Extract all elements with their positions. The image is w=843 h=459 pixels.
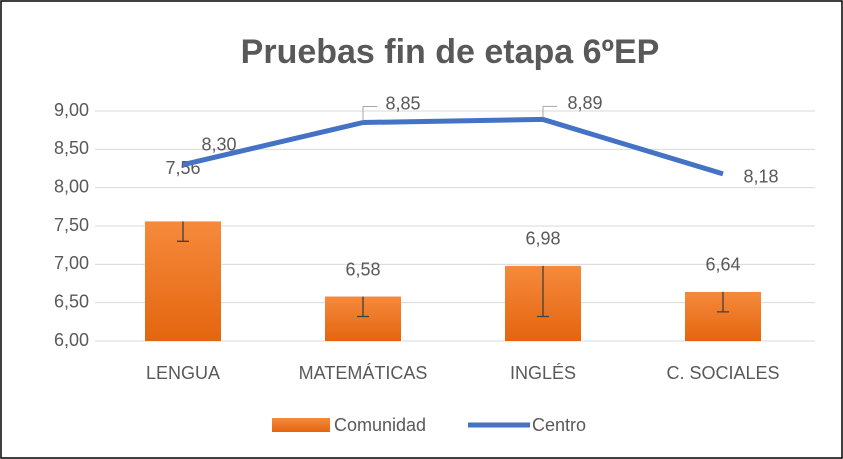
- data-label: 8,30: [201, 134, 236, 154]
- y-tick-label: 6,00: [54, 330, 89, 350]
- y-tick-label: 8,00: [54, 176, 89, 196]
- x-tick-label: C. SOCIALES: [666, 363, 779, 383]
- y-tick-label: 7,00: [54, 253, 89, 273]
- y-tick-label: 8,50: [54, 138, 89, 158]
- error-bar: [717, 291, 729, 313]
- legend-label: Centro: [532, 415, 586, 435]
- x-tick-label: LENGUA: [146, 363, 220, 383]
- data-label: 8,89: [567, 93, 602, 113]
- leader-line: [362, 106, 377, 121]
- y-tick-label: 7,50: [54, 215, 89, 235]
- line: [182, 116, 724, 177]
- error-bar: [357, 296, 369, 318]
- data-label: 6,64: [705, 255, 740, 275]
- error-bar: [177, 221, 189, 242]
- y-tick-label: 9,00: [54, 100, 89, 120]
- error-bar: [537, 265, 549, 318]
- leader-line: [542, 105, 557, 118]
- data-label: 6,98: [525, 229, 560, 249]
- legend-swatch: [272, 418, 330, 432]
- data-label: 8,18: [743, 167, 778, 187]
- y-tick-label: 6,50: [54, 291, 89, 311]
- data-label: 8,85: [385, 93, 420, 113]
- x-tick-label: INGLÉS: [510, 363, 576, 383]
- legend-label: Comunidad: [334, 415, 426, 435]
- data-label: 6,58: [345, 259, 380, 279]
- chart-title: Pruebas fin de etapa 6ºEP: [241, 33, 660, 71]
- x-tick-label: MATEMÁTICAS: [299, 363, 428, 383]
